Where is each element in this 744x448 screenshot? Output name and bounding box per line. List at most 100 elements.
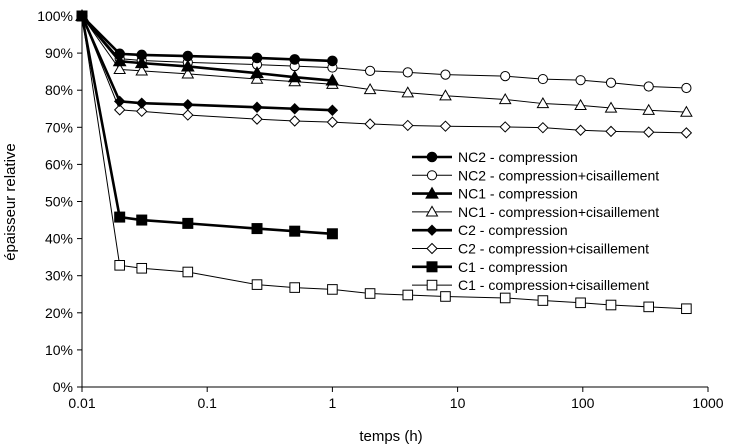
legend-marker <box>426 151 438 163</box>
y-tick-label: 40% <box>45 231 73 247</box>
point-nc1-compression-marker <box>112 54 127 67</box>
x-tick-label: 0.01 <box>68 395 95 411</box>
point-nc2-compression-marker <box>289 54 301 65</box>
point-nc1-compression-cisaillement-marker <box>113 62 127 75</box>
point-nc1-compression-cisaillement-marker <box>250 72 264 84</box>
point-c2-compression-cisaillement-marker <box>574 124 587 136</box>
point-c2-compression-marker <box>136 97 148 109</box>
point-nc1-compression-cisaillement-marker <box>181 67 195 79</box>
y-tick-label: 50% <box>45 194 73 210</box>
y-tick-label: 10% <box>45 342 73 358</box>
legend-marker <box>426 261 438 273</box>
point-nc1-compression-marker <box>180 59 195 72</box>
point-nc2-compression-cisaillement-marker <box>681 82 692 94</box>
legend-label: C1 - compression <box>458 259 568 275</box>
point-c1-compression-cisaillement-marker <box>499 292 511 304</box>
point-c1-compression-marker <box>114 211 126 223</box>
point-nc1-compression-cisaillement-marker <box>642 103 656 115</box>
series-line-nc1-compression-cisaillement <box>81 15 687 113</box>
point-nc2-compression-cisaillement-marker <box>440 69 451 80</box>
point-c1-compression-cisaillement-marker <box>537 295 549 306</box>
point-nc2-compression-cisaillement-marker <box>364 65 376 77</box>
y-tick-label: 80% <box>45 82 73 98</box>
y-tick-label: 100% <box>37 8 73 24</box>
point-nc1-compression-cisaillement-marker <box>604 101 618 113</box>
series-nc2-compression-cisaillement <box>76 10 692 94</box>
point-nc2-compression-cisaillement-marker <box>575 75 586 86</box>
point-c1-compression-cisaillement-marker <box>575 297 586 309</box>
point-c1-compression-cisaillement-marker <box>643 301 654 313</box>
legend-label: NC2 - compression+cisaillement <box>458 167 659 183</box>
point-nc1-compression-cisaillement-marker <box>401 86 415 98</box>
legend-marker <box>426 279 438 291</box>
legend-item-nc2-compression: NC2 - compression <box>412 149 578 165</box>
point-c1-compression-cisaillement-marker <box>681 303 692 315</box>
x-tick-label: 1 <box>329 395 337 411</box>
legend-label: C1 - compression+cisaillement <box>458 277 649 293</box>
point-c1-compression-cisaillement-marker <box>440 291 451 302</box>
point-c2-compression-cisaillement-marker <box>364 118 376 130</box>
legend-item-c2-compression-cisaillement: C2 - compression+cisaillement <box>412 241 649 257</box>
point-c2-compression-cisaillement-marker <box>642 126 655 138</box>
point-c2-compression-marker <box>289 103 301 115</box>
legend-label: C2 - compression+cisaillement <box>458 241 649 257</box>
y-axis-title: épaisseur relative <box>2 143 19 261</box>
point-nc2-compression-marker <box>327 55 338 67</box>
point-c2-compression-cisaillement-marker <box>680 127 693 139</box>
point-c1-compression-cisaillement-marker <box>327 284 338 295</box>
point-c2-compression-cisaillement-marker <box>136 105 148 118</box>
point-c2-compression-marker <box>326 104 339 116</box>
point-c2-compression-marker <box>113 95 126 108</box>
point-c1-compression-cisaillement-marker <box>289 282 301 293</box>
legend-label: NC1 - compression+cisaillement <box>458 204 659 220</box>
point-nc1-compression-cisaillement-marker <box>498 92 512 105</box>
point-nc1-compression-marker <box>134 56 149 69</box>
series-layer <box>75 8 693 315</box>
legend-label: NC1 - compression <box>458 186 578 202</box>
legend-item-c1-compression-cisaillement: C1 - compression+cisaillement <box>412 277 649 293</box>
series-c2-compression-cisaillement <box>76 10 693 139</box>
point-nc2-compression-marker <box>182 50 194 62</box>
legend-item-c2-compression: C2 - compression <box>412 222 568 238</box>
point-c2-compression-marker <box>182 98 194 111</box>
legend-item-nc1-compression-cisaillement: NC1 - compression+cisaillement <box>412 204 659 220</box>
point-nc2-compression-marker <box>251 52 263 64</box>
y-tick-label: 60% <box>45 156 73 172</box>
point-c2-compression-cisaillement-marker <box>251 113 263 125</box>
point-nc2-compression-cisaillement-marker <box>605 77 617 88</box>
x-tick-label: 100 <box>571 395 595 411</box>
point-c1-compression-cisaillement-marker <box>114 260 125 271</box>
legend-item-nc1-compression: NC1 - compression <box>412 186 578 202</box>
axes: 0% 10% 20% 30% 40% 50% 60% 70% 80% 90% 100% 0.01 0.1… <box>37 8 724 411</box>
point-nc1-compression-marker <box>250 66 264 79</box>
legend-marker <box>425 205 439 217</box>
point-c2-compression-cisaillement-marker <box>499 121 511 133</box>
point-c1-compression-cisaillement-marker <box>402 289 414 301</box>
legend-item-nc2-compression-cisaillement: NC2 - compression+cisaillement <box>412 167 659 183</box>
point-nc2-compression-cisaillement-marker <box>537 73 548 85</box>
point-c2-compression-cisaillement-marker <box>402 119 414 132</box>
point-nc2-compression-cisaillement-marker <box>402 67 413 78</box>
point-c2-compression-cisaillement-marker <box>289 115 301 127</box>
series-line-c2-compression-cisaillement <box>81 15 687 134</box>
series-nc1-compression-cisaillement <box>75 9 693 117</box>
legend: NC2 - compression NC2 - compression+cisai… <box>412 149 659 293</box>
point-nc1-compression-cisaillement-marker <box>574 98 587 111</box>
point-c1-compression-cisaillement-marker <box>605 299 617 311</box>
series-line-c1-compression-cisaillement <box>81 15 687 310</box>
point-c1-compression-marker <box>76 10 88 22</box>
point-c1-compression-cisaillement-marker <box>182 266 194 278</box>
point-c2-compression-marker <box>251 101 263 113</box>
point-c2-compression-cisaillement-marker <box>605 125 617 138</box>
point-nc2-compression-cisaillement-marker <box>643 81 654 92</box>
x-tick-label: 0.1 <box>197 395 217 411</box>
legend-marker <box>425 186 439 199</box>
point-c2-compression-cisaillement-marker <box>439 120 452 132</box>
point-c2-compression-cisaillement-marker <box>182 109 194 121</box>
point-c2-compression-cisaillement-marker <box>113 104 126 116</box>
point-nc1-compression-cisaillement-marker <box>439 89 452 101</box>
point-c1-compression-marker <box>251 223 263 235</box>
point-c1-compression-cisaillement-marker <box>251 279 263 290</box>
point-c1-compression-marker <box>289 225 301 237</box>
